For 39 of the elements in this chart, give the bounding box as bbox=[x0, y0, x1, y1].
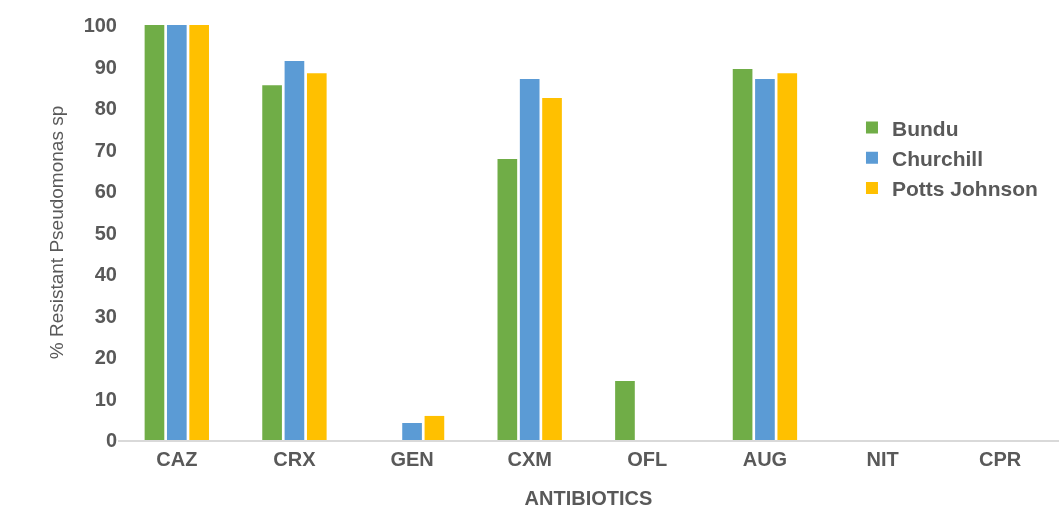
bar bbox=[755, 78, 775, 440]
y-tick-label: 60 bbox=[94, 180, 117, 202]
bar bbox=[732, 68, 753, 440]
y-tick-label: 20 bbox=[94, 346, 117, 368]
bar bbox=[262, 85, 282, 440]
x-axis-title: ANTIBIOTICS bbox=[524, 486, 653, 509]
bar bbox=[497, 159, 518, 440]
x-tick-label: AUG bbox=[742, 447, 788, 470]
x-tick-label: OFL bbox=[627, 447, 668, 470]
bar bbox=[615, 381, 635, 440]
x-tick-label: NIT bbox=[866, 447, 899, 470]
bar bbox=[166, 25, 187, 440]
y-tick-label: 0 bbox=[105, 429, 117, 451]
bar bbox=[189, 25, 209, 440]
legend-label: Bundu bbox=[891, 116, 959, 140]
y-tick-label: 100 bbox=[83, 14, 117, 36]
y-axis-title: % Resistant Pseudomonas sp bbox=[46, 105, 68, 360]
y-tick-label: 10 bbox=[94, 387, 117, 410]
bar bbox=[306, 73, 327, 440]
bar bbox=[424, 415, 445, 440]
bar bbox=[542, 98, 562, 440]
bar bbox=[284, 61, 305, 440]
y-tick-label: 80 bbox=[94, 97, 117, 119]
legend-label: Potts Johnson bbox=[891, 177, 1038, 201]
x-tick-label: CPR bbox=[979, 447, 1022, 470]
x-tick-label: CAZ bbox=[156, 447, 198, 470]
bar bbox=[144, 25, 165, 440]
y-tick-label: 90 bbox=[94, 55, 117, 78]
y-tick-label: 40 bbox=[94, 263, 117, 285]
bar bbox=[519, 78, 540, 440]
y-tick-label: 50 bbox=[94, 221, 117, 244]
y-tick-label: 30 bbox=[94, 304, 117, 327]
x-tick-label: GEN bbox=[390, 447, 434, 470]
x-tick-label: CXM bbox=[507, 447, 552, 470]
y-tick-label: 70 bbox=[94, 138, 117, 161]
legend-label: Churchill bbox=[891, 146, 983, 170]
x-tick-label: CRX bbox=[273, 447, 317, 470]
bar bbox=[777, 73, 798, 440]
bar bbox=[402, 422, 422, 440]
